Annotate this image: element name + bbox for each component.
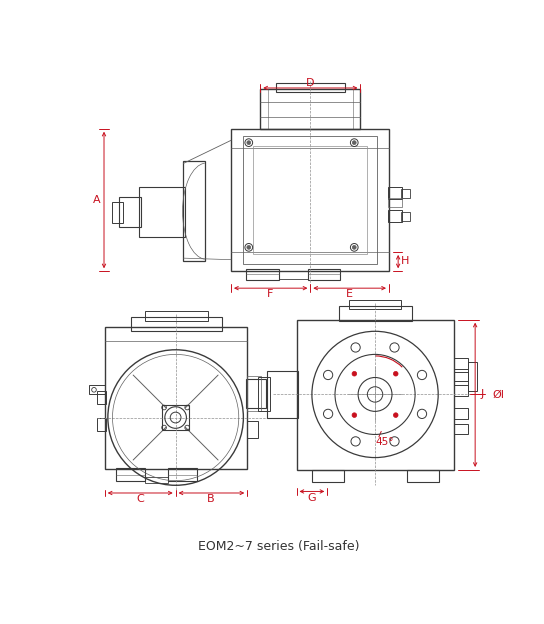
Bar xyxy=(454,408,468,419)
Bar xyxy=(258,378,270,411)
Bar xyxy=(247,376,261,411)
Bar xyxy=(454,358,468,369)
Circle shape xyxy=(393,413,398,417)
Text: F: F xyxy=(267,288,274,298)
Circle shape xyxy=(393,371,398,376)
Circle shape xyxy=(352,413,357,417)
Bar xyxy=(162,405,189,430)
Bar xyxy=(97,391,106,404)
Bar xyxy=(261,89,361,129)
Bar xyxy=(115,469,145,480)
Text: H: H xyxy=(401,256,409,266)
Bar xyxy=(276,82,345,92)
Bar xyxy=(247,421,258,438)
Circle shape xyxy=(247,245,251,249)
Bar xyxy=(349,300,401,309)
Text: A: A xyxy=(92,195,100,205)
Bar xyxy=(246,269,279,280)
Bar xyxy=(388,210,402,222)
Bar xyxy=(401,212,411,221)
Bar xyxy=(89,385,105,394)
Text: C: C xyxy=(137,494,144,504)
Bar xyxy=(145,311,208,321)
Text: G: G xyxy=(307,492,316,502)
Bar xyxy=(279,271,308,279)
Circle shape xyxy=(353,245,356,249)
Bar xyxy=(296,319,454,470)
Text: ØI: ØI xyxy=(493,389,505,399)
Circle shape xyxy=(353,141,356,145)
Bar xyxy=(120,197,141,227)
Text: EOM2~7 series (Fail-safe): EOM2~7 series (Fail-safe) xyxy=(198,540,360,553)
Text: E: E xyxy=(346,288,353,298)
Bar xyxy=(183,161,205,261)
Text: B: B xyxy=(207,494,215,504)
Bar xyxy=(139,187,185,236)
Text: D: D xyxy=(306,77,314,87)
Circle shape xyxy=(247,141,251,145)
Bar xyxy=(454,372,468,381)
Bar xyxy=(308,269,341,280)
Bar xyxy=(454,424,468,434)
Bar xyxy=(454,385,468,396)
Bar xyxy=(243,137,378,263)
Bar xyxy=(97,417,106,431)
Bar xyxy=(406,470,439,482)
Bar xyxy=(145,477,168,483)
Bar xyxy=(401,189,411,198)
Bar xyxy=(231,129,389,271)
Bar xyxy=(312,470,344,482)
Text: 45°: 45° xyxy=(375,437,393,447)
Text: J: J xyxy=(480,389,484,399)
Bar xyxy=(131,318,222,331)
Bar xyxy=(112,202,123,223)
Bar xyxy=(246,379,265,408)
Bar xyxy=(252,146,367,253)
Bar xyxy=(168,469,197,480)
Circle shape xyxy=(352,371,357,376)
Bar xyxy=(339,306,412,321)
Bar xyxy=(105,327,247,469)
Bar xyxy=(468,362,478,391)
Bar xyxy=(388,187,402,199)
Bar xyxy=(388,198,402,207)
Bar xyxy=(267,371,298,417)
